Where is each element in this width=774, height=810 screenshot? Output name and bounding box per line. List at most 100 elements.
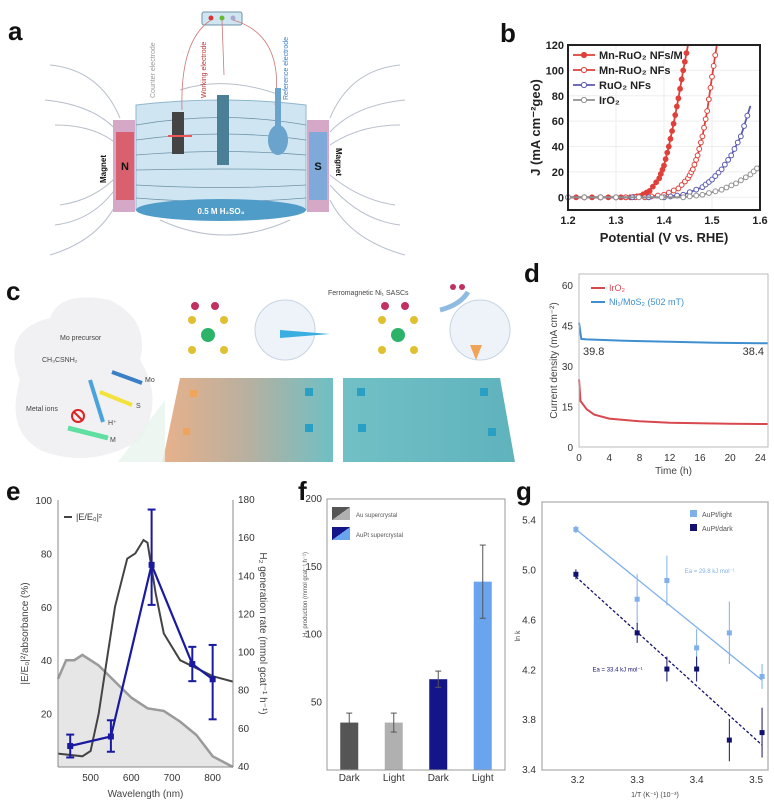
g-data-point	[726, 737, 732, 743]
f-legend-swatch	[332, 527, 350, 540]
b-data-point	[693, 186, 700, 193]
b-data-point	[697, 139, 704, 146]
d-xtick: 24	[755, 453, 767, 464]
chart-d: 0 15 30 45 60 0 4 8 12 16 20 24 IrO₂ Ni₁/MoS₂ (502 mT…	[549, 281, 768, 477]
d-series-line	[578, 379, 768, 425]
d-plot-frame	[578, 273, 769, 448]
e-ytick-right: 100	[238, 648, 255, 659]
f-legend-label: Au supercrystal	[356, 513, 397, 519]
b-data-point	[737, 177, 744, 184]
m-label: M	[110, 437, 116, 444]
f-legend-label: AuPt supercrystal	[356, 533, 403, 539]
e-ytick-right: 160	[238, 533, 255, 544]
e-data-point	[189, 661, 196, 668]
e-ytick: 100	[35, 496, 52, 507]
b-data-point	[678, 76, 685, 83]
b-data-point	[673, 103, 680, 110]
f-category-label: Dark	[339, 773, 361, 784]
g-data-point	[634, 630, 640, 636]
north-pole-label: N	[121, 161, 129, 173]
orange-sites	[183, 390, 197, 435]
e-ytick-right: 180	[238, 495, 255, 506]
e-ytick: 60	[41, 603, 53, 614]
mo-precursor-label: Mo precursor	[60, 335, 102, 342]
chart-g: 3.4 3.8 4.2 4.6 5.0 5.4 3.2 3.3 3.4 3.5 AuPt/light…	[515, 510, 765, 799]
b-legend-label: Mn-RuO₂ NFs/M	[599, 50, 683, 62]
blue-terminal	[230, 15, 236, 21]
panel-label-a: a	[8, 16, 23, 46]
b-data-point	[718, 186, 725, 193]
b-legend-label: IrO₂	[599, 95, 620, 107]
g-data-point	[759, 730, 765, 736]
g-data-point	[573, 571, 579, 577]
g-legend-swatch	[690, 510, 697, 517]
b-ytick: 40	[552, 142, 564, 154]
atomic-model-1	[188, 302, 228, 354]
green-terminal	[219, 15, 225, 21]
b-data-point	[675, 95, 682, 102]
working-electrode	[217, 95, 229, 165]
d-xtick: 4	[606, 453, 612, 464]
e-ytick: 40	[41, 656, 53, 667]
b-data-point	[744, 112, 751, 119]
dos-inset-2	[449, 299, 511, 361]
e-ytick-right: 60	[238, 724, 250, 735]
b-legend-marker	[580, 66, 588, 74]
b-data-point	[733, 180, 739, 187]
b-data-point	[681, 58, 688, 65]
g-data-point	[664, 578, 670, 584]
f-ytick: 100	[305, 630, 322, 641]
b-xtick: 1.4	[656, 215, 672, 227]
e-ytick: 80	[41, 549, 53, 560]
panel-label-f: f	[298, 476, 307, 506]
d-annotation-end: 38.4	[743, 346, 764, 358]
g-ytick: 5.0	[522, 566, 536, 577]
b-data-point	[672, 112, 679, 118]
south-pole-label: S	[314, 161, 321, 173]
b-legend-marker	[580, 51, 588, 59]
b-data-point	[699, 191, 706, 198]
g-plot-frame	[541, 501, 769, 771]
e-field-enhancement-line	[57, 538, 234, 758]
e-ytick-right: 140	[238, 571, 255, 582]
f-ytick: 200	[305, 494, 322, 505]
b-data-point	[710, 63, 717, 69]
f-bar	[384, 722, 403, 770]
d-ylabel: Current density (mA cm⁻²)	[549, 302, 560, 418]
e-xtick: 600	[123, 773, 140, 784]
d-annotation-start: 39.8	[583, 346, 604, 358]
f-category-label: Light	[383, 773, 405, 784]
b-data-point	[665, 143, 672, 150]
s-label: S	[136, 403, 141, 410]
g-data-point	[694, 645, 700, 651]
b-data-point	[741, 123, 747, 129]
b-data-point	[731, 146, 738, 152]
electrolyte-bottom	[136, 199, 306, 221]
e-absorbance-line	[56, 653, 234, 769]
b-data-point	[646, 188, 653, 194]
red-terminal	[208, 15, 214, 21]
e-data-point	[209, 676, 216, 683]
m-arrow	[67, 425, 109, 441]
g-ytick: 3.4	[522, 765, 536, 776]
diagram-synthesis: Mo precursor CH₃CSNH₂ Metal ions Mo S H⁺…	[14, 284, 515, 462]
d-xtick: 12	[664, 453, 676, 464]
b-data-point	[742, 174, 749, 181]
b-legend-label: RuO₂ NFs	[599, 80, 651, 92]
e-ytick-right: 40	[238, 762, 250, 773]
e-legend-label: |E/E₀|²	[76, 512, 102, 522]
b-data-point	[721, 161, 728, 168]
b-data-point	[669, 128, 675, 134]
g-fit-line	[575, 576, 763, 746]
d-ytick: 0	[567, 443, 573, 454]
b-data-point	[696, 146, 703, 152]
d-xtick: 8	[637, 453, 643, 464]
b-xtick: 1.6	[752, 215, 767, 227]
prohibited-icon	[71, 409, 85, 423]
e-xtick: 800	[204, 773, 221, 784]
reference-electrode	[268, 125, 288, 155]
f-category-label: Light	[472, 773, 494, 784]
b-data-point	[667, 135, 674, 142]
teal-sites	[305, 388, 496, 436]
b-data-point	[691, 161, 698, 168]
